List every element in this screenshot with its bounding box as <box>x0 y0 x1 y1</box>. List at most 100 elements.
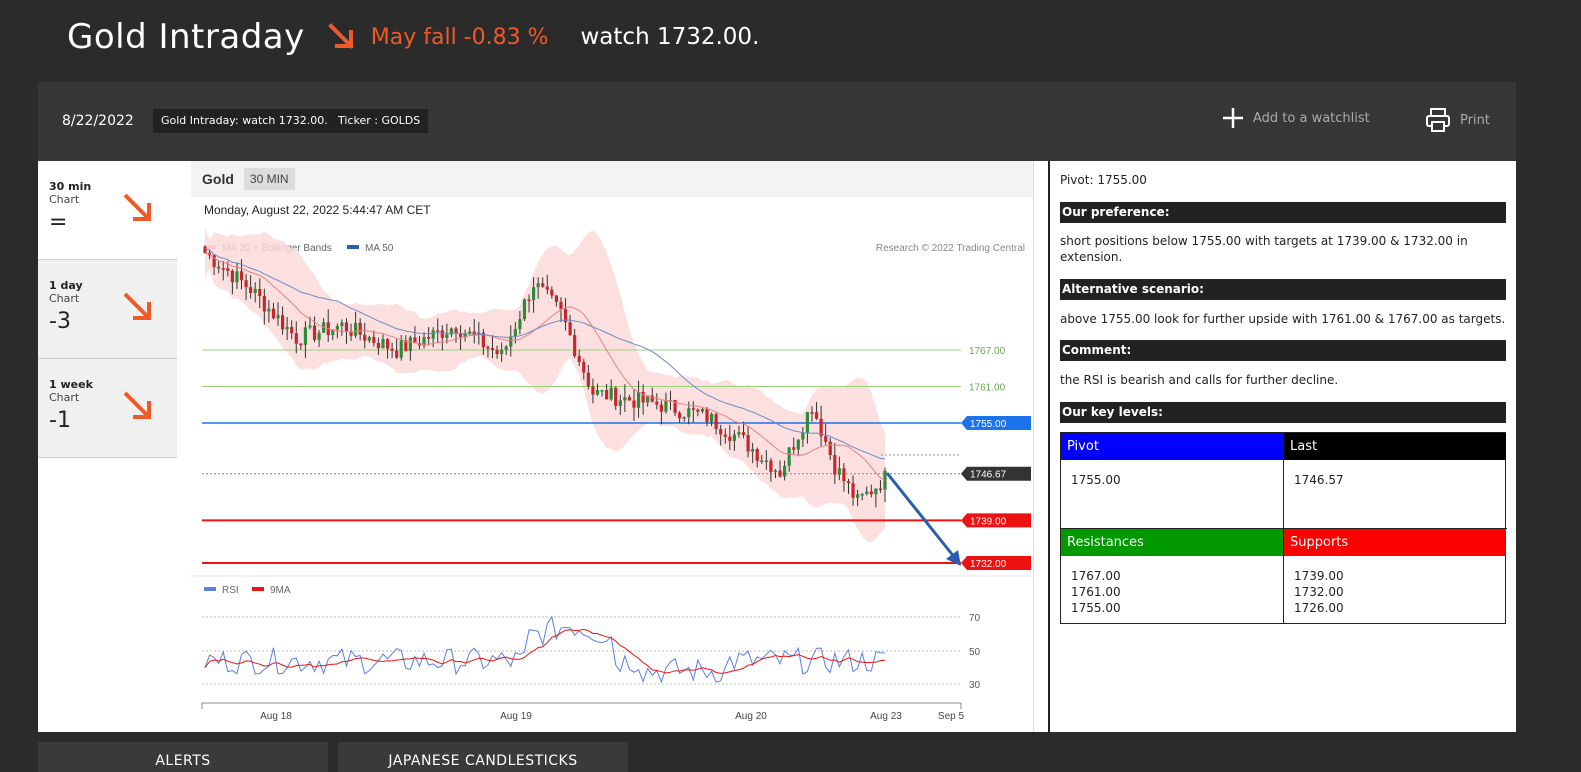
level-label: 1746.67 <box>970 470 1007 481</box>
last-value: 1746.57 <box>1294 473 1344 487</box>
candle-body <box>335 325 339 330</box>
candle-body <box>778 470 782 477</box>
candle-body <box>746 435 750 452</box>
level-label-box <box>961 416 1031 431</box>
candle-body <box>709 413 714 422</box>
candle-body <box>385 338 390 349</box>
table-divider <box>1283 433 1284 623</box>
analysis-panel: 8/22/2022 Gold Intraday: watch 1732.00. … <box>38 82 1516 732</box>
last-value-cell: 1746.57 <box>1284 460 1506 528</box>
candle-body <box>586 372 590 387</box>
candle-body <box>458 333 463 337</box>
level-label-box <box>961 466 1031 481</box>
candle-body <box>445 334 449 338</box>
candle-body <box>349 331 353 336</box>
candle-body <box>682 417 686 419</box>
candle-body <box>678 412 682 419</box>
add-watchlist-button[interactable]: Add to a watchlist <box>1221 106 1370 130</box>
candle-body <box>714 413 718 430</box>
candle-body <box>376 342 381 349</box>
candle-body <box>627 397 632 401</box>
resistances-cell: 1767.00 1761.00 1755.00 <box>1061 556 1283 616</box>
arrow-down-right-icon <box>123 193 151 221</box>
candle-body <box>614 387 618 406</box>
support-value: 1726.00 <box>1294 601 1344 615</box>
candle-body <box>805 412 810 434</box>
candle-body <box>737 432 741 435</box>
level-label: 1755.00 <box>970 419 1007 430</box>
candle-body <box>828 441 832 456</box>
candle-body <box>239 271 244 281</box>
candle-body <box>810 412 814 414</box>
legend-ma50: MA 50 <box>365 243 394 254</box>
price-chart[interactable]: Gold 30 MIN Monday, August 22, 2022 5:44… <box>191 161 1034 732</box>
resistance-value: 1755.00 <box>1071 601 1121 615</box>
panel-body: 30 min Chart = 1 day Chart -3 1 week Cha… <box>38 161 1516 732</box>
rsi-9ma-line <box>204 628 886 674</box>
candle-body <box>609 387 613 400</box>
level-label-box <box>961 513 1031 528</box>
legend-ma50-swatch <box>347 245 359 249</box>
candle-body <box>490 348 495 351</box>
level-label-box <box>961 556 1031 570</box>
chart-interval-button[interactable]: 30 MIN <box>243 168 295 190</box>
pivot-line: Pivot: 1755.00 <box>1060 173 1147 187</box>
candle-body <box>801 433 805 440</box>
candle-body <box>687 408 691 418</box>
candle-body <box>842 468 846 482</box>
candle-body <box>846 481 851 484</box>
candle-body <box>221 268 225 270</box>
timeframe-score: -3 <box>49 309 71 334</box>
key-levels-table: Pivot Last 1755.00 1746.57 Resistances S… <box>1060 432 1507 624</box>
candle-body <box>294 333 298 344</box>
candle-body <box>856 494 860 498</box>
candle-body <box>673 399 677 413</box>
bollinger-bands <box>205 227 885 543</box>
candle-body <box>554 295 559 302</box>
candle-body <box>600 390 604 392</box>
timeframe-30min[interactable]: 30 min Chart = <box>38 161 177 260</box>
support-value: 1732.00 <box>1294 585 1344 599</box>
timeframe-1day[interactable]: 1 day Chart -3 <box>38 260 177 359</box>
candle-body <box>449 328 454 335</box>
legend-9ma: 9MA <box>270 585 291 596</box>
alternative-heading: Alternative scenario: <box>1060 279 1506 300</box>
candle-body <box>280 315 285 330</box>
tab-alerts[interactable]: ALERTS <box>38 742 328 772</box>
candle-body <box>769 460 773 473</box>
pivot-value: 1755.00 <box>1071 473 1121 487</box>
candle-body <box>559 301 563 309</box>
candle-body <box>527 299 531 301</box>
candle-body <box>244 280 248 288</box>
candle-body <box>258 288 262 297</box>
trend-text: May fall -0.83 % <box>370 24 549 50</box>
candle-body <box>354 322 358 336</box>
tab-japanese-candlesticks[interactable]: JAPANESE CANDLESTICKS <box>338 742 628 772</box>
resistance-value: 1767.00 <box>1071 569 1121 583</box>
candle-body <box>303 327 308 345</box>
candle-body <box>367 336 371 341</box>
candle-body <box>472 331 476 336</box>
title-tag: Gold Intraday: watch 1732.00. <box>153 109 336 133</box>
supports-cell: 1739.00 1732.00 1726.00 <box>1284 556 1506 616</box>
candle-body <box>317 332 321 340</box>
candle-body <box>217 266 221 269</box>
candle-body <box>372 336 376 343</box>
candle-body <box>513 329 517 337</box>
candle-body <box>509 336 513 347</box>
candle-body <box>787 447 791 466</box>
candle-body <box>285 326 289 330</box>
candle-body <box>705 408 709 422</box>
candle-body <box>212 255 216 267</box>
candle-body <box>536 283 540 288</box>
candle-body <box>760 460 764 463</box>
candle-body <box>344 322 349 332</box>
print-button[interactable]: Print <box>1424 106 1490 134</box>
candle-body <box>837 468 841 475</box>
candle-body <box>782 465 787 477</box>
candle-body <box>796 439 800 450</box>
timeframe-1week[interactable]: 1 week Chart -1 <box>38 359 177 458</box>
candle-body <box>404 340 408 352</box>
supports-header: Supports <box>1284 529 1506 556</box>
panel-header: 8/22/2022 Gold Intraday: watch 1732.00. … <box>38 82 1516 161</box>
